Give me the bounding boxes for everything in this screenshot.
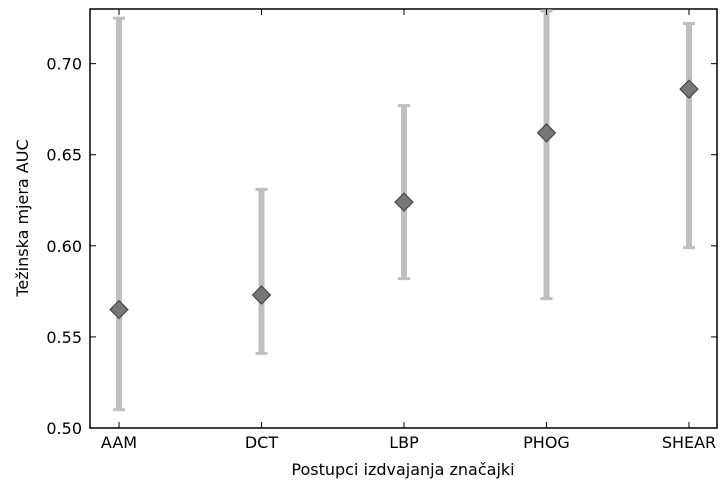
point-marker-phog bbox=[536, 123, 557, 143]
y-tick-label: 0.70 bbox=[46, 55, 82, 74]
x-tick-label-phog: PHOG bbox=[523, 433, 570, 452]
x-tick-label-shear: SHEAR bbox=[662, 433, 716, 452]
y-tick-label: 0.65 bbox=[46, 146, 82, 165]
x-axis-label: Postupci izdvajanja značajki bbox=[291, 460, 514, 479]
y-axis-label: Težinska mjera AUC bbox=[13, 139, 32, 297]
point-marker-dct bbox=[251, 285, 272, 305]
y-axis-ticks: 0.50 0.55 0.60 0.65 0.70 bbox=[46, 55, 717, 438]
y-tick-label: 0.60 bbox=[46, 237, 82, 256]
x-axis-ticks: AAM DCT LBP PHOG SHEAR bbox=[101, 9, 716, 452]
point-marker-lbp bbox=[394, 192, 414, 212]
x-tick-label-aam: AAM bbox=[101, 433, 137, 452]
markers-group bbox=[109, 79, 699, 320]
error-bars-group bbox=[113, 9, 695, 412]
point-marker-aam bbox=[109, 299, 129, 320]
x-tick-label-dct: DCT bbox=[245, 433, 278, 452]
point-marker-shear bbox=[679, 79, 699, 99]
y-tick-label: 0.50 bbox=[46, 419, 82, 438]
y-tick-label: 0.55 bbox=[46, 328, 82, 347]
x-tick-label-lbp: LBP bbox=[389, 433, 419, 452]
